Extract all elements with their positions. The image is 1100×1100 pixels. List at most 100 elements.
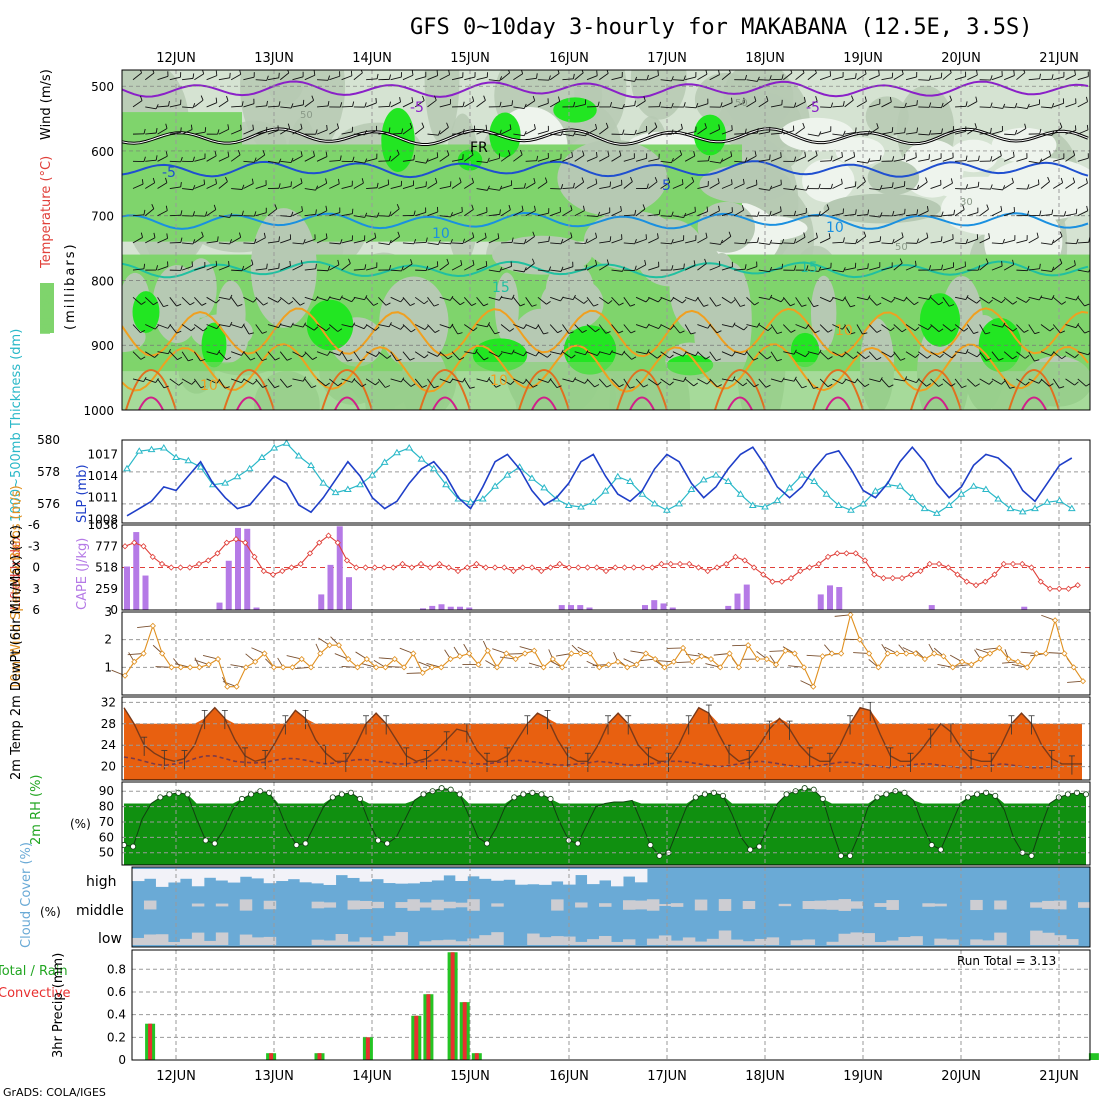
wind-barb	[868, 127, 879, 135]
wind-barb	[599, 186, 611, 189]
wind-barb	[893, 351, 901, 361]
wind-speed-marker	[177, 664, 184, 671]
wind-barb-flag	[359, 358, 366, 362]
wind-barb	[267, 208, 277, 217]
wind-speed-marker	[475, 661, 482, 668]
convective-precip-bar	[474, 1053, 479, 1060]
rh-contour-label: 30	[960, 197, 973, 208]
wind-barb-flag	[658, 209, 661, 215]
wind-barb	[721, 296, 732, 304]
surface-wind-barb	[800, 680, 814, 688]
wind-speed-marker	[205, 661, 212, 668]
wind-barb-flag	[165, 123, 168, 129]
cape-axis-label: CAPE (J/kg)	[75, 538, 90, 610]
wind-barb	[316, 296, 328, 301]
wind-barb	[734, 133, 746, 135]
precip-panel: 0.80.60.40.20 Run Total = 3.13 Total / R…	[0, 949, 1099, 1067]
wind-barb	[304, 296, 316, 301]
cloud-high-cell	[275, 869, 289, 882]
wind-barb	[746, 215, 758, 217]
contour-label: 15	[492, 280, 510, 296]
wind-barb-flag	[1072, 177, 1076, 183]
wind-barb	[1065, 74, 1076, 81]
thickness-marker	[245, 464, 254, 472]
wind-barb	[672, 128, 683, 135]
wind-barb-flag	[462, 101, 465, 107]
wind-barb-flag	[863, 231, 867, 237]
cape-bar	[447, 606, 454, 610]
wind-barb-flag	[853, 151, 856, 157]
thickness-marker	[761, 503, 769, 510]
contour-label: 10	[490, 373, 508, 389]
wind-barb-flag	[826, 204, 830, 210]
wind-barb	[464, 100, 474, 108]
wind-barb	[157, 265, 169, 271]
cloud-middle-cell	[670, 903, 684, 907]
wind-barb-flag	[385, 302, 391, 306]
pressure-tick-label: 600	[91, 145, 114, 159]
convective-precip-bar	[317, 1053, 322, 1060]
wind-barb-flag	[413, 154, 415, 160]
wind-barb-flag	[483, 303, 489, 307]
wind-barb-flag	[646, 74, 649, 80]
wind-barb-flag	[450, 239, 453, 245]
wind-barb	[979, 296, 990, 304]
cloud-high-cell	[251, 869, 265, 879]
cloud-low-cell	[443, 939, 456, 945]
cape-bar	[743, 584, 750, 610]
wind-barb	[1065, 378, 1075, 386]
wind-barb	[525, 210, 536, 217]
rh-patch-lower	[494, 272, 519, 344]
cloud-axis-label: Cloud Cover (%)	[19, 842, 34, 948]
wind-barb-flag	[682, 352, 687, 357]
wind-speed-marker	[410, 650, 417, 657]
wind-barb-flag	[433, 303, 439, 307]
cape-bar	[429, 605, 436, 610]
rh-saturated-core	[919, 293, 961, 347]
wind-speed-marker	[1061, 650, 1068, 657]
wind-barb	[635, 208, 646, 217]
wind-barb	[586, 297, 594, 307]
wind-barb	[304, 74, 316, 81]
wind-barb	[623, 242, 635, 245]
wind-barb-flag	[990, 156, 993, 162]
wind-barb-flag	[1048, 383, 1054, 387]
wind-barb	[427, 133, 439, 136]
wind-barb	[500, 324, 510, 332]
wind-barb-flag	[705, 356, 711, 360]
wind-barb	[427, 75, 438, 81]
wind-barb	[967, 296, 977, 304]
rh-marker	[420, 791, 427, 798]
cape-bar	[586, 607, 593, 610]
cloud-middle-cell	[467, 899, 480, 911]
wind-barb	[819, 237, 831, 244]
wind-barb	[402, 242, 414, 245]
lifted-index-marker	[464, 564, 471, 571]
wind-barb	[537, 240, 549, 244]
rh-patch-dry	[1030, 167, 1090, 208]
wind-barb	[1003, 264, 1014, 271]
cape-bar	[235, 527, 241, 610]
wind-barb-flag	[572, 73, 575, 79]
wind-speed-marker	[447, 655, 454, 663]
cloud-high-cell	[611, 869, 624, 887]
wind-barb-flag	[670, 325, 675, 330]
cloud-high-cell	[132, 869, 145, 882]
thickness-marker	[957, 490, 966, 497]
lifted-index-marker	[1037, 578, 1044, 585]
wind-barb	[918, 210, 929, 217]
cape-bar	[318, 594, 325, 610]
wind-barb	[660, 296, 672, 302]
wind-barb-flag	[744, 157, 748, 163]
hot-contour	[531, 396, 557, 410]
wind-barb-flag	[681, 299, 687, 304]
wind-barb	[255, 351, 263, 361]
wind-speed-marker	[493, 664, 501, 671]
wind-barb	[255, 212, 267, 217]
wind-barb	[206, 324, 217, 330]
hot-contour	[1021, 396, 1047, 410]
wind-barb-flag	[716, 330, 722, 334]
cloud-high-cell	[263, 869, 277, 884]
wind-barb-flag	[434, 95, 437, 101]
